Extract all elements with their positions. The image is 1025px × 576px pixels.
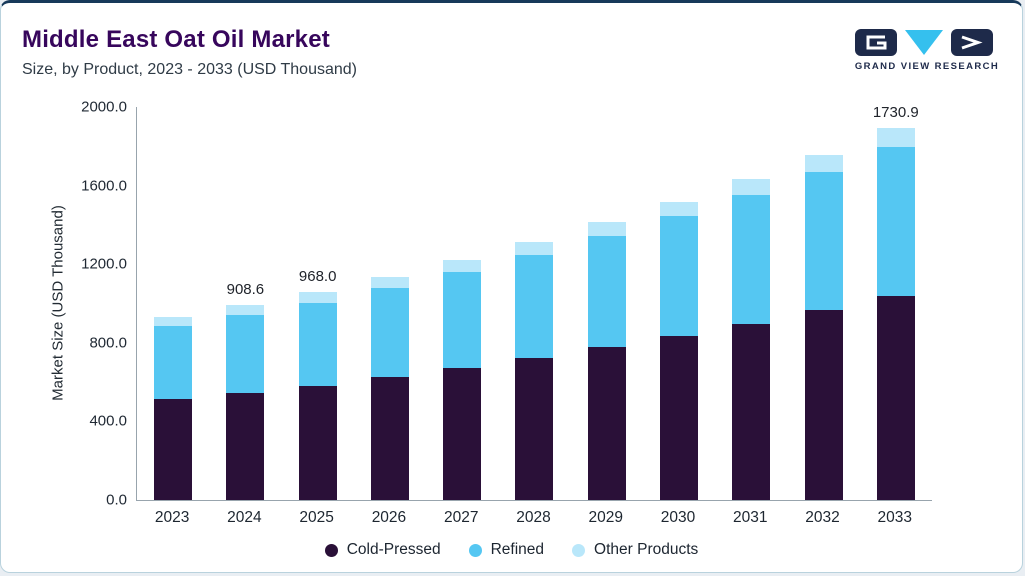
y-axis-tick-label: 400.0 (89, 412, 127, 430)
bar-segment-other-products-2027 (443, 259, 482, 272)
x-axis-label-2023: 2023 (154, 509, 190, 526)
gvr-logo-text: GRAND VIEW RESEARCH (854, 61, 1000, 72)
bar-slot-2033: 1730.9 (860, 104, 932, 500)
legend-item-refined: Refined (468, 541, 545, 559)
bar-slot-2025: 968.0 (282, 107, 354, 500)
bar-segment-refined-2024 (226, 314, 265, 393)
bar-segment-cold-pressed-2027 (443, 367, 482, 500)
x-axis-label-2029: 2029 (588, 509, 623, 526)
bar-value-label-2033: 1730.9 (872, 104, 919, 122)
bar-value-label-2024: 908.6 (226, 280, 265, 298)
bar-slot-2027 (426, 107, 498, 500)
bar-segment-refined-2025 (298, 302, 337, 386)
bar-segment-cold-pressed-2030 (659, 335, 698, 500)
bar-segment-other-products-2031 (732, 179, 771, 196)
x-axis-label-2024: 2024 (227, 509, 262, 526)
bar-segment-refined-2023 (154, 325, 193, 400)
x-axis-label-2031: 2031 (733, 509, 768, 526)
y-axis-tick-label: 800.0 (89, 334, 127, 352)
bar-segment-cold-pressed-2024 (226, 392, 265, 500)
stacked-bar-2023 (154, 107, 193, 500)
bar-slot-2029 (571, 107, 643, 500)
x-axis-label-2026: 2026 (371, 509, 407, 526)
legend-marker-icon (324, 543, 338, 557)
bar-segment-other-products-2029 (587, 222, 626, 237)
bar-slot-2032 (787, 107, 859, 500)
bar-segment-other-products-2033 (876, 128, 915, 147)
bar-segment-refined-2033 (876, 146, 915, 296)
y-axis-tick-label: 0.0 (106, 491, 127, 509)
y-axis-tick-label: 2000.0 (81, 98, 127, 116)
bar-slot-2031 (715, 107, 787, 500)
bar-segment-other-products-2026 (370, 276, 409, 288)
y-axis-tick-label: 1600.0 (81, 177, 127, 195)
bar-segment-cold-pressed-2029 (587, 347, 626, 500)
bar-segment-other-products-2032 (804, 155, 843, 173)
bar-slot-2026 (354, 107, 426, 500)
bar-slot-2024: 908.6 (209, 107, 281, 500)
stacked-bar-2033 (876, 107, 915, 500)
stacked-bar-2032 (804, 107, 843, 500)
chart-subtitle: Size, by Product, 2023 - 2033 (USD Thous… (22, 61, 357, 78)
bar-segment-refined-2029 (587, 236, 626, 348)
legend-item-cold-pressed: Cold-Pressed (324, 541, 441, 559)
chart-header: Middle East Oat Oil Market Size, by Prod… (22, 26, 357, 79)
legend-item-other-products: Other Products (572, 541, 698, 559)
stacked-bar-2024 (226, 107, 265, 500)
bar-segment-refined-2028 (515, 254, 554, 359)
x-axis-label-2028: 2028 (516, 509, 551, 526)
gvr-logo-icon (855, 29, 993, 56)
grand-view-research-logo: GRAND VIEW RESEARCH (852, 28, 1002, 72)
bar-segment-cold-pressed-2025 (298, 385, 337, 500)
bar-slot-2023 (137, 107, 209, 500)
stacked-bar-chart-plot: 908.6 968.0 1730.9 0.0 400.0 800.0 1200.0 1600… (81, 99, 932, 509)
bar-slot-2028 (498, 107, 570, 500)
legend-label: Refined (490, 541, 545, 558)
x-axis-label-2033: 2033 (877, 509, 913, 526)
bar-segment-refined-2031 (732, 195, 771, 324)
legend-label: Other Products (594, 541, 699, 558)
bar-segment-cold-pressed-2032 (804, 310, 843, 500)
bar-segment-other-products-2024 (226, 304, 265, 315)
bar-segment-other-products-2025 (298, 292, 337, 303)
stacked-bar-2027 (443, 107, 482, 500)
bar-segment-cold-pressed-2033 (876, 295, 915, 500)
x-axis-labels: 2023 2024 2025 2026 2027 2028 2029 2030 2031 2032… (136, 509, 931, 527)
bar-segment-other-products-2028 (515, 241, 554, 255)
stacked-bar-2026 (370, 107, 409, 500)
stacked-bar-2030 (659, 107, 698, 500)
stacked-bar-2028 (515, 107, 554, 500)
stacked-bar-2025 (298, 107, 337, 500)
bar-segment-other-products-2030 (659, 201, 698, 217)
chart-legend: Cold-Pressed Refined Other Products (1, 541, 1022, 559)
x-axis-label-2030: 2030 (660, 509, 696, 526)
bar-segment-cold-pressed-2031 (732, 323, 771, 500)
bar-segment-cold-pressed-2023 (154, 399, 193, 500)
bar-segment-other-products-2023 (154, 316, 193, 326)
stacked-bar-2029 (587, 107, 626, 500)
bar-segment-refined-2026 (370, 287, 409, 378)
legend-marker-icon (572, 543, 586, 557)
bar-segment-cold-pressed-2026 (370, 377, 409, 500)
bar-slot-2030 (643, 107, 715, 500)
x-axis-label-2032: 2032 (805, 509, 840, 526)
bar-segment-cold-pressed-2028 (515, 358, 554, 500)
legend-label: Cold-Pressed (346, 541, 441, 558)
bar-segment-refined-2030 (659, 216, 698, 336)
bar-segment-refined-2032 (804, 172, 843, 311)
chart-title: Middle East Oat Oil Market (22, 26, 330, 53)
x-axis-label-2025: 2025 (299, 509, 334, 526)
y-axis-tick-label: 1200.0 (81, 255, 127, 273)
bar-value-label-2025: 968.0 (298, 268, 337, 286)
stacked-bar-2031 (732, 107, 771, 500)
x-axis-label-2027: 2027 (443, 509, 479, 526)
bar-segment-refined-2027 (443, 271, 482, 368)
y-axis-title: Market Size (USD Thousand) (49, 205, 67, 401)
bars-area: 908.6 968.0 1730.9 (137, 104, 932, 500)
legend-marker-icon (468, 543, 482, 557)
